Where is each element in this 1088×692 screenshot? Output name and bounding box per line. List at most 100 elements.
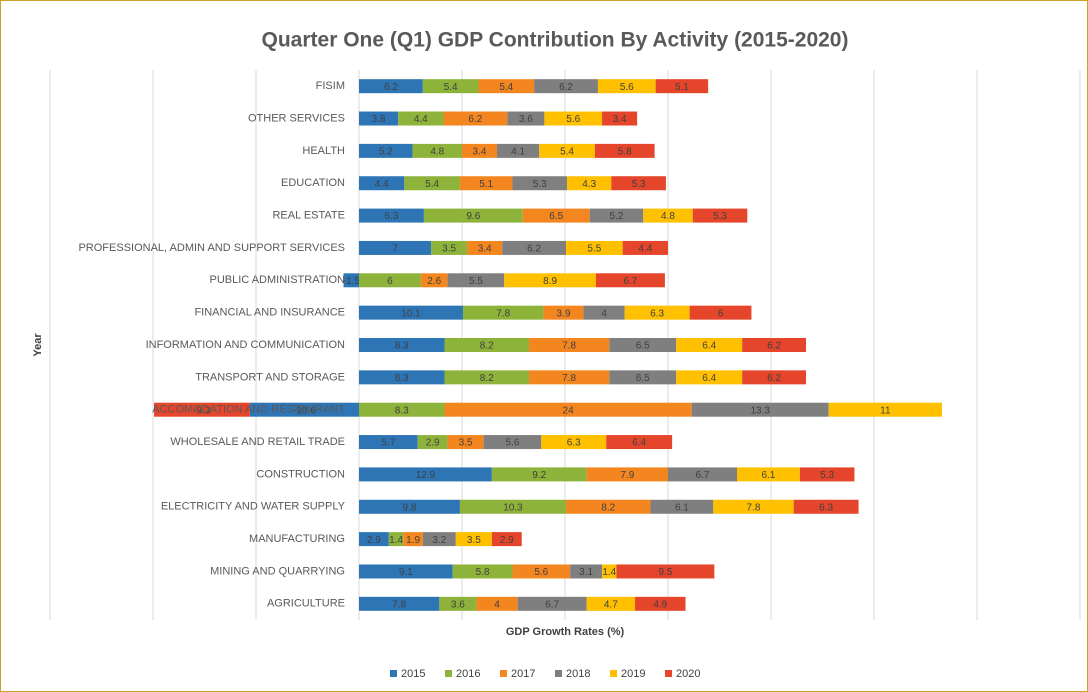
bar-segment <box>586 467 668 482</box>
category-label: INFORMATION AND COMMUNICATION <box>146 339 345 351</box>
data-label: 6.3 <box>819 502 833 513</box>
data-label: 6.4 <box>702 373 716 384</box>
data-label: 11 <box>880 405 891 416</box>
data-label: 3.5 <box>459 438 473 449</box>
bar-segment <box>431 240 468 255</box>
legend-swatch <box>445 670 452 677</box>
data-label: 10.1 <box>401 308 421 319</box>
bar-segment <box>359 240 432 255</box>
bar-segment <box>447 273 505 288</box>
bars: 7.8 3.6 4 6.7 4.7 4.9 AGRICULTURE 9.1 5.8 5.6 3.1 1… <box>78 79 942 611</box>
category-label: AGRICULTURE <box>267 598 345 610</box>
data-label: -9.3 <box>193 405 211 416</box>
legend-label: 2020 <box>676 668 700 680</box>
legend-swatch <box>500 670 507 677</box>
bar-segment <box>799 467 855 482</box>
category-label: EDUCATION <box>281 177 345 189</box>
data-label: 12.9 <box>416 470 436 481</box>
bar-segment <box>491 467 587 482</box>
bar-segment <box>462 143 498 158</box>
category-label: MANUFACTURING <box>249 533 345 545</box>
data-label: 5.3 <box>533 179 547 190</box>
bar-segment <box>412 143 462 158</box>
bar-segment <box>655 79 709 94</box>
data-label: 5.6 <box>534 567 548 578</box>
data-label: 5.4 <box>425 179 439 190</box>
bar-segment <box>583 305 625 320</box>
bar-segment <box>539 143 595 158</box>
data-label: 7.8 <box>747 502 761 513</box>
data-label: 3.9 <box>557 308 571 319</box>
data-label: 3.5 <box>467 535 481 546</box>
category-label: CONSTRUCTION <box>256 468 345 480</box>
data-label: 8.3 <box>395 341 409 352</box>
x-axis-title: GDP Growth Rates (%) <box>506 626 625 638</box>
data-label: 2.9 <box>426 438 440 449</box>
bar-segment <box>512 176 568 191</box>
data-label: 9.8 <box>403 502 417 513</box>
data-label: 6.5 <box>549 211 563 222</box>
data-label: 4.8 <box>661 211 675 222</box>
data-label: 5.8 <box>476 567 490 578</box>
bar-segment <box>609 370 677 385</box>
bar-segment <box>404 176 460 191</box>
data-label: 5.2 <box>610 211 624 222</box>
bar-segment <box>459 499 567 514</box>
data-label: 5.6 <box>566 114 580 125</box>
data-label: 6.1 <box>761 470 775 481</box>
data-label: 4.8 <box>430 147 444 158</box>
data-label: 3.6 <box>451 599 465 610</box>
bar-segment <box>543 305 584 320</box>
bar-segment <box>403 532 423 547</box>
category-label: REAL ESTATE <box>272 209 345 221</box>
bar-segment <box>676 370 743 385</box>
bar-segment <box>602 111 638 126</box>
data-label: 4.4 <box>375 179 389 190</box>
bar-segment <box>359 338 445 352</box>
bar-segment <box>359 435 418 450</box>
bar-segment <box>528 338 610 352</box>
legend-label: 2015 <box>401 668 425 680</box>
grid <box>49 70 1081 620</box>
bar-segment <box>359 532 389 547</box>
bar-segment <box>566 240 623 255</box>
data-label: 9.2 <box>532 470 546 481</box>
bar-segment <box>359 143 413 158</box>
bar-segment <box>676 338 743 352</box>
bar-segment <box>422 532 456 547</box>
bar-segment <box>388 532 404 547</box>
category-label: MINING AND QUARRYING <box>210 565 345 577</box>
data-label: 8.9 <box>543 276 557 287</box>
data-label: 6.3 <box>650 308 664 319</box>
bar-segment <box>567 176 612 191</box>
data-label: 1.4 <box>602 567 616 578</box>
data-label: 3.4 <box>478 244 492 255</box>
bar-segment <box>689 305 752 320</box>
data-label: 5.3 <box>820 470 834 481</box>
bar-segment <box>343 273 359 288</box>
data-label: 1.9 <box>406 535 420 546</box>
data-label: 3.1 <box>579 567 593 578</box>
bar-segment <box>544 111 603 126</box>
legend-swatch <box>390 670 397 677</box>
bar-segment <box>611 176 666 191</box>
data-label: 3.4 <box>613 114 627 125</box>
category-label: HEALTH <box>302 145 345 157</box>
category-label: FISIM <box>316 80 345 92</box>
bar-segment <box>439 596 477 611</box>
bar-segment <box>154 402 250 417</box>
data-label: 8.3 <box>395 405 409 416</box>
data-label: 6.4 <box>632 438 646 449</box>
data-label: 5.7 <box>381 438 395 449</box>
data-label: 24 <box>563 405 575 416</box>
data-label: 6.3 <box>567 438 581 449</box>
data-label: 6.1 <box>675 502 689 513</box>
bar-segment <box>467 240 503 255</box>
data-label: 3.8 <box>372 114 386 125</box>
data-label: 6.5 <box>636 373 650 384</box>
bar-segment <box>359 370 445 385</box>
data-label: 7.8 <box>562 373 576 384</box>
legend: 2015 2016 2017 2018 2019 2020 <box>390 668 700 680</box>
data-label: 6 <box>387 276 393 287</box>
category-label: PUBLIC ADMINISTRATION <box>210 274 346 286</box>
